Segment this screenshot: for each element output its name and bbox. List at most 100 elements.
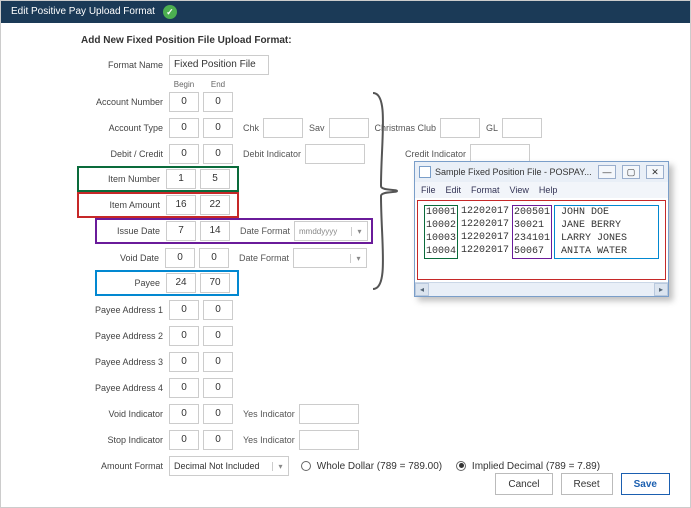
- format-name-input[interactable]: Fixed Position File: [169, 55, 269, 75]
- sample-cell: 10004: [426, 245, 456, 258]
- format-name-label: Format Name: [81, 60, 169, 70]
- section-title: Add New Fixed Position File Upload Forma…: [81, 35, 678, 46]
- gl-label: GL: [486, 123, 498, 133]
- check-icon: ✓: [163, 5, 177, 19]
- issue-date-format-value: mmddyyyy: [295, 227, 351, 236]
- sample-menu: File Edit Format View Help: [415, 182, 668, 198]
- menu-edit[interactable]: Edit: [446, 185, 462, 195]
- chevron-down-icon: ▾: [272, 462, 288, 471]
- sample-body: 10001 10002 10003 10004 12202017 1220201…: [417, 200, 666, 280]
- payee-addr4-begin[interactable]: 0: [169, 378, 199, 398]
- item-number-label: Item Number: [82, 174, 166, 184]
- sample-cell: 234101: [514, 232, 550, 245]
- sample-scrollbar[interactable]: ◂ ▸: [415, 282, 668, 296]
- payee-addr4-end[interactable]: 0: [203, 378, 233, 398]
- payee-addr2-begin[interactable]: 0: [169, 326, 199, 346]
- payee-begin[interactable]: 24: [166, 273, 196, 293]
- issue-date-begin[interactable]: 7: [166, 221, 196, 241]
- sample-cell: 200501: [514, 206, 550, 219]
- payee-addr3-label: Payee Address 3: [81, 357, 169, 367]
- sample-cell: ANITA WATER: [561, 245, 652, 258]
- scroll-right-icon[interactable]: ▸: [654, 283, 668, 296]
- payee-addr3-begin[interactable]: 0: [169, 352, 199, 372]
- gl-input[interactable]: [502, 118, 542, 138]
- page: Edit Positive Pay Upload Format ✓ Add Ne…: [0, 0, 691, 508]
- payee-addr1-begin[interactable]: 0: [169, 300, 199, 320]
- minimize-button[interactable]: —: [598, 165, 616, 179]
- void-yes-input[interactable]: [299, 404, 359, 424]
- row-payee-addr2: Payee Address 2 0 0: [81, 325, 678, 347]
- debit-ind-input[interactable]: [305, 144, 365, 164]
- cancel-button[interactable]: Cancel: [495, 473, 552, 495]
- menu-file[interactable]: File: [421, 185, 436, 195]
- radio-whole-dollar[interactable]: Whole Dollar (789 = 789.00): [301, 461, 442, 472]
- item-number-end[interactable]: 5: [200, 169, 230, 189]
- save-button[interactable]: Save: [621, 473, 670, 495]
- sample-cell: 10001: [426, 206, 456, 219]
- stop-yes-label: Yes Indicator: [243, 435, 295, 445]
- menu-format[interactable]: Format: [471, 185, 500, 195]
- payee-end[interactable]: 70: [200, 273, 230, 293]
- radio-implied-decimal[interactable]: Implied Decimal (789 = 7.89): [456, 461, 600, 472]
- stop-ind-end[interactable]: 0: [203, 430, 233, 450]
- payee-addr1-end[interactable]: 0: [203, 300, 233, 320]
- menu-help[interactable]: Help: [539, 185, 558, 195]
- xmas-input[interactable]: [440, 118, 480, 138]
- void-ind-end[interactable]: 0: [203, 404, 233, 424]
- reset-button[interactable]: Reset: [561, 473, 613, 495]
- debit-credit-begin[interactable]: 0: [169, 144, 199, 164]
- void-yes-label: Yes Indicator: [243, 409, 295, 419]
- sav-input[interactable]: [329, 118, 369, 138]
- payee-addr2-end[interactable]: 0: [203, 326, 233, 346]
- stop-ind-label: Stop Indicator: [81, 435, 169, 445]
- chk-input[interactable]: [263, 118, 303, 138]
- sample-cell: JANE BERRY: [561, 219, 652, 232]
- issue-date-label: Issue Date: [100, 226, 166, 236]
- account-number-begin[interactable]: 0: [169, 92, 199, 112]
- close-button[interactable]: ✕: [646, 165, 664, 179]
- sample-window: Sample Fixed Position File - POSPAY... —…: [414, 161, 669, 297]
- sample-cell: JOHN DOE: [561, 206, 652, 219]
- sample-col-payee: JOHN DOE JANE BERRY LARRY JONES ANITA WA…: [554, 205, 659, 259]
- account-type-end[interactable]: 0: [203, 118, 233, 138]
- menu-view[interactable]: View: [510, 185, 529, 195]
- payee-addr4-label: Payee Address 4: [81, 383, 169, 393]
- payee-addr3-end[interactable]: 0: [203, 352, 233, 372]
- void-date-format-label: Date Format: [239, 253, 289, 263]
- stop-ind-begin[interactable]: 0: [169, 430, 199, 450]
- amount-format-select[interactable]: Decimal Not Included ▾: [169, 456, 289, 476]
- account-number-label: Account Number: [81, 97, 169, 107]
- radio-implied-label: Implied Decimal (789 = 7.89): [472, 461, 600, 472]
- row-payee-addr4: Payee Address 4 0 0: [81, 377, 678, 399]
- sample-col-date: 12202017 12202017 12202017 12202017: [460, 205, 510, 259]
- void-ind-label: Void Indicator: [81, 409, 169, 419]
- col-end: End: [203, 80, 233, 89]
- sample-cell: 12202017: [461, 218, 509, 231]
- debit-ind-label: Debit Indicator: [243, 149, 301, 159]
- sample-col-amount: 200501 30021 234101 50067: [512, 205, 552, 259]
- page-title: Edit Positive Pay Upload Format: [11, 1, 155, 23]
- item-number-begin[interactable]: 1: [166, 169, 196, 189]
- sample-cell: 10002: [426, 219, 456, 232]
- issue-date-format-select[interactable]: mmddyyyy ▾: [294, 221, 368, 241]
- account-type-label: Account Type: [81, 123, 169, 133]
- debit-credit-label: Debit / Credit: [81, 149, 169, 159]
- row-stop-ind: Stop Indicator 0 0 Yes Indicator: [81, 429, 678, 451]
- void-date-end[interactable]: 0: [199, 248, 229, 268]
- sample-cell: 12202017: [461, 205, 509, 218]
- document-icon: [419, 166, 431, 178]
- stop-yes-input[interactable]: [299, 430, 359, 450]
- maximize-button[interactable]: ▢: [622, 165, 640, 179]
- void-date-begin[interactable]: 0: [165, 248, 195, 268]
- item-amount-end[interactable]: 22: [200, 195, 230, 215]
- amount-format-label: Amount Format: [81, 461, 169, 471]
- account-number-end[interactable]: 0: [203, 92, 233, 112]
- item-amount-begin[interactable]: 16: [166, 195, 196, 215]
- scroll-left-icon[interactable]: ◂: [415, 283, 429, 296]
- void-ind-begin[interactable]: 0: [169, 404, 199, 424]
- issue-date-end[interactable]: 14: [200, 221, 230, 241]
- void-date-format-select[interactable]: ▾: [293, 248, 367, 268]
- account-type-begin[interactable]: 0: [169, 118, 199, 138]
- debit-credit-end[interactable]: 0: [203, 144, 233, 164]
- item-amount-label: Item Amount: [82, 200, 166, 210]
